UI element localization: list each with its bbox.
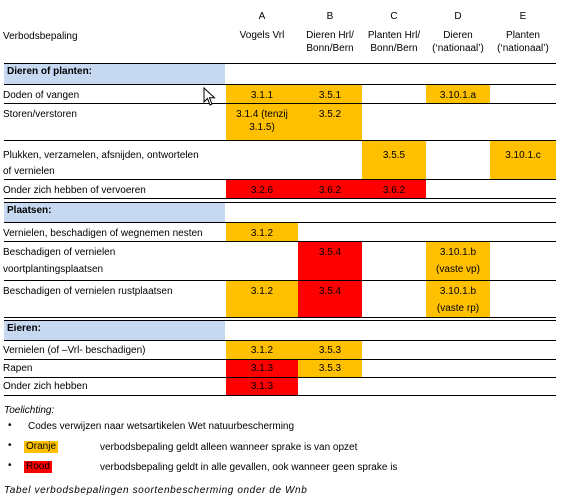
legend-swatch-orange: Oranje [24,441,59,453]
row-label: Storen/verstoren [3,109,77,120]
column-title-line2: (‘nationaal’) [497,43,549,54]
cell-r10-a: 3.1.3 [226,378,298,395]
cell-r5-a: 3.1.2 [226,223,298,241]
table-rule [4,241,556,242]
column-title: Dieren [443,30,473,41]
table-rule [4,340,556,341]
cell-text: 3.1.5) [249,122,275,133]
table-rule [4,280,556,281]
column-title: Planten [506,30,540,41]
table-rule [4,84,556,85]
legend-item: Codes verwijzen naar wetsartikelen Wet n… [28,421,295,432]
section-heading: Dieren of planten: [4,64,225,84]
section-heading: Plaatsen: [4,203,225,222]
row-label: Beschadigen of vernielen rustplaatsen [3,286,173,297]
table-rule [4,179,556,180]
column-title: Vogels Vrl [239,30,285,41]
row-label: Beschadigen of vernielen [3,247,116,258]
cell-r6-d: 3.10.1.b (vaste vp) [426,242,490,280]
table-rule [4,395,556,396]
column-letter: E [519,11,527,22]
cell-r8-a: 3.1.2 [226,341,298,359]
section-heading: Eieren: [4,321,225,340]
column-header-e: E Planten (‘nationaal’) [490,10,556,55]
row-label: Onder zich hebben of vervoeren [3,185,146,196]
table-rule [4,198,556,199]
cell-r9-b: 3.5.3 [298,360,362,377]
column-header-d: D Dieren (‘nationaal’) [426,10,490,55]
cell-r4-c: 3.6.2 [362,180,426,198]
column-title: Dieren Hrl/ [306,30,354,41]
column-letter: B [326,11,334,22]
column-header-c: C Planten Hrl/ Bonn/Bern [362,10,426,55]
column-title: Planten Hrl/ [367,30,421,41]
column-letter: D [454,11,462,22]
cell-r7-b: 3.5.4 [298,281,362,317]
table-caption: Tabel verbodsbepalingen soortenbeschermi… [4,485,308,496]
column-title-line2: Bonn/Bern [370,43,418,54]
cell-text: 3.1.4 (tenzij [236,109,288,120]
section-title: Eieren: [7,323,41,334]
column-header-a: A Vogels Vrl [226,10,298,42]
cell-r4-a: 3.2.6 [226,180,298,198]
cell-r2-b: 3.5.2 [298,104,362,140]
table-rule [4,63,556,64]
table-rule [4,377,556,378]
table-rule [4,359,556,360]
bullet-icon: • [8,440,12,451]
cell-r1-d: 3.10.1.a [426,85,490,103]
legend-title: Toelichting: [4,405,55,416]
bullet-icon: • [8,460,12,471]
cell-r8-b: 3.5.3 [298,341,362,359]
table-rule [4,317,556,318]
legend-swatch-red: Rood [24,461,52,473]
row-label: Vernielen, beschadigen of wegnemen neste… [3,228,203,239]
cell-r4-b: 3.6.2 [298,180,362,198]
cell-r1-b: 3.5.1 [298,85,362,103]
section-title: Dieren of planten: [7,66,93,77]
row-label: Vernielen (of –Vrl- beschadigen) [3,345,146,356]
row-label: Plukken, verzamelen, afsnijden, ontworte… [3,150,199,161]
column-title-line2: (‘nationaal’) [432,43,484,54]
row-label-line2: voortplantingsplaatsen [3,264,104,275]
table-rule [4,140,556,141]
table-rule [4,202,556,203]
cell-r9-a: 3.1.3 [226,360,298,377]
column-letter: A [258,11,266,22]
cell-r1-a: 3.1.1 [226,85,298,103]
row-label: Doden of vangen [3,90,80,101]
cell-text: 3.10.1.b [439,247,477,258]
header-label: Verbodsbepaling [3,31,78,42]
section-title: Plaatsen: [7,205,52,216]
cell-text: (vaste rp) [436,303,480,314]
cell-r7-d: 3.10.1.b (vaste rp) [426,281,490,317]
row-label: Rapen [3,363,33,374]
cell-text: 3.10.1.b [439,286,477,297]
table-rule [4,320,556,321]
legend-red-text: verbodsbepaling geldt in alle gevallen, … [100,462,398,473]
column-header-b: B Dieren Hrl/ Bonn/Bern [298,10,362,55]
row-label-line2: of vernielen [3,166,55,177]
mouse-pointer-icon [203,87,216,106]
legend-orange-text: verbodsbepaling geldt alleen wanneer spr… [100,442,358,453]
cell-r2-a: 3.1.4 (tenzij 3.1.5) [226,104,298,140]
column-letter: C [390,11,398,22]
cell-r3-c: 3.5.5 [362,141,426,179]
table-rule [4,103,556,104]
table-rule [4,222,556,223]
cell-r3-e: 3.10.1.c [490,141,556,179]
column-title-line2: Bonn/Bern [306,43,354,54]
cell-r6-b: 3.5.4 [298,242,362,280]
row-label: Onder zich hebben [3,381,88,392]
bullet-icon: • [8,420,12,431]
cell-text: (vaste vp) [436,264,480,275]
cell-r7-a: 3.1.2 [226,281,298,317]
